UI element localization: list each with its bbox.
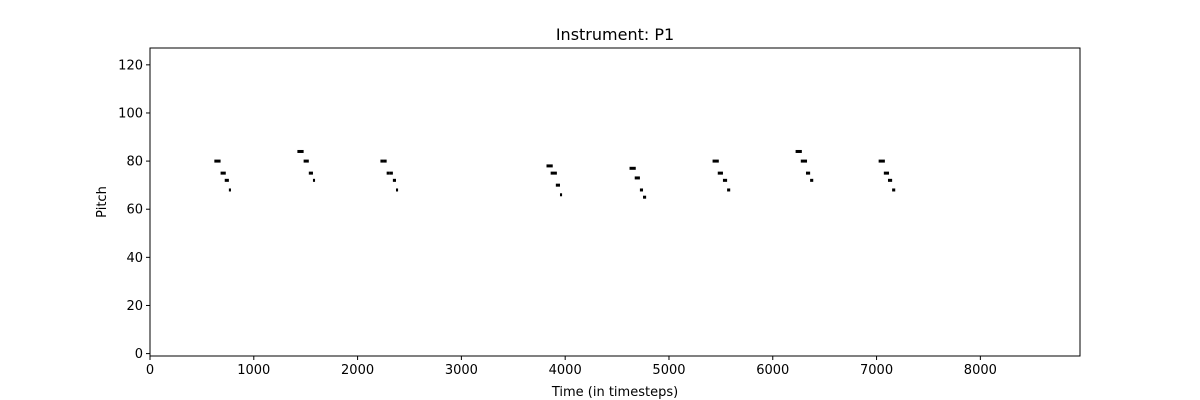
note-bar-8 (380, 159, 384, 163)
note-bar-30 (878, 159, 885, 163)
chart-title: Instrument: P1 (556, 25, 674, 44)
note-bar-28 (805, 171, 811, 175)
note-bar-10 (386, 171, 390, 175)
note-bar-17 (559, 193, 563, 197)
note-bar-31 (883, 171, 890, 175)
note-bar-6 (308, 171, 313, 175)
note-bar-20 (639, 188, 644, 192)
note-bar-21 (643, 195, 647, 199)
note-bar-0 (214, 159, 221, 163)
x-tick-label-0: 0 (146, 363, 154, 378)
x-tick-label-8000: 8000 (964, 363, 997, 378)
note-bar-32 (887, 178, 893, 182)
x-tick-label-1000: 1000 (237, 363, 270, 378)
x-tick-label-2000: 2000 (341, 363, 374, 378)
x-tick-label-6000: 6000 (756, 363, 789, 378)
note-bar-9 (383, 159, 387, 163)
notes-layer (214, 149, 896, 199)
note-bar-2 (224, 178, 229, 182)
note-bar-27 (800, 159, 808, 163)
y-axis-ticks: 0 20 40 60 80 100 120 (118, 58, 150, 362)
x-tick-label-4000: 4000 (549, 363, 582, 378)
x-tick-label-3000: 3000 (445, 363, 478, 378)
y-tick-label-120: 120 (118, 58, 143, 73)
note-bar-5 (303, 159, 309, 163)
x-tick-label-7000: 7000 (860, 363, 893, 378)
y-tick-label-40: 40 (126, 251, 143, 266)
y-tick-label-80: 80 (126, 155, 143, 170)
plot-area (149, 47, 1081, 357)
x-axis-ticks: 0 1000 2000 3000 4000 5000 6000 7000 8000 (146, 356, 997, 378)
note-bar-15 (550, 171, 557, 175)
note-bar-22 (712, 159, 719, 163)
y-tick-label-20: 20 (126, 299, 143, 314)
y-tick-label-0: 0 (135, 347, 143, 362)
y-tick-label-60: 60 (126, 203, 143, 218)
note-bar-23 (717, 171, 723, 175)
y-axis-label: Pitch (95, 186, 110, 218)
note-bar-26 (795, 149, 802, 153)
note-bar-19 (634, 176, 640, 180)
note-bar-16 (555, 183, 560, 187)
note-bar-18 (629, 166, 636, 170)
note-bar-25 (727, 188, 731, 192)
note-bar-3 (228, 188, 231, 192)
note-bar-33 (892, 188, 896, 192)
note-bar-13 (395, 188, 399, 192)
y-tick-label-100: 100 (118, 106, 143, 121)
note-bar-29 (810, 178, 814, 182)
note-bar-1 (220, 171, 226, 175)
note-bar-4 (297, 149, 304, 153)
plot-frame (149, 47, 1081, 357)
note-bar-12 (392, 178, 396, 182)
x-axis-label: Time (in timesteps) (551, 385, 678, 400)
x-tick-label-5000: 5000 (652, 363, 685, 378)
note-bar-11 (389, 171, 393, 175)
note-bar-7 (312, 178, 316, 182)
note-bar-24 (722, 178, 728, 182)
note-bar-14 (546, 164, 553, 168)
